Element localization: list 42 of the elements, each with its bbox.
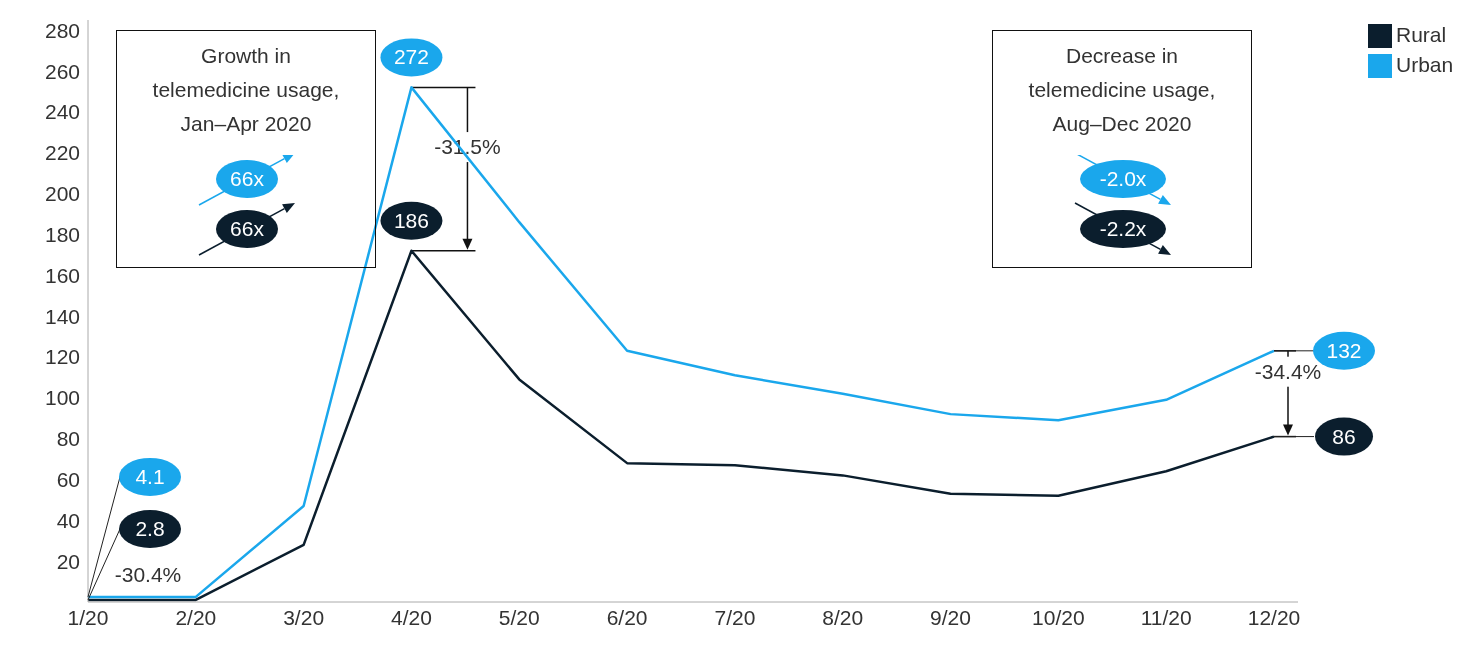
x-tick-label: 9/20: [930, 605, 971, 629]
y-tick-label: 60: [56, 467, 80, 491]
x-tick-label: 3/20: [283, 605, 325, 629]
x-tick-label: 4/20: [391, 605, 432, 629]
y-tick-label: 260: [44, 59, 80, 83]
y-tick-label: 40: [56, 508, 80, 532]
annotation: 66x: [230, 167, 265, 190]
annotation: Growth in telemedicine usage, Jan–Apr 2020: [151, 43, 341, 137]
y-tick-label: 220: [44, 141, 80, 165]
y-tick-label: 140: [44, 304, 80, 328]
annotation: 66x: [230, 217, 265, 240]
x-tick-label: 11/20: [1140, 605, 1192, 629]
x-tick-label: 10/20: [1032, 605, 1085, 629]
legend-label: Urban: [1396, 53, 1454, 76]
y-tick-label: 80: [56, 427, 80, 451]
annotation: -34.4%: [1254, 359, 1322, 383]
x-tick-label: 8/20: [822, 605, 864, 629]
annotation: 186: [393, 208, 429, 232]
y-tick-label: 240: [44, 100, 80, 124]
annotation: -2.2x: [1099, 217, 1147, 240]
y-tick-label: 160: [44, 263, 80, 287]
x-tick-label: 12/20: [1247, 605, 1301, 629]
annotation: 272: [393, 45, 429, 69]
y-tick-label: 280: [44, 18, 80, 42]
annotation: 2.8: [135, 516, 165, 540]
annotation: 4.1: [135, 464, 165, 488]
annotation: -2.0x: [1099, 167, 1147, 190]
legend-label: Rural: [1396, 23, 1447, 46]
y-tick-label: 120: [44, 345, 80, 369]
x-tick-label: 6/20: [606, 605, 648, 629]
annotation: -30.4%: [114, 562, 182, 586]
y-tick-label: 100: [44, 386, 80, 410]
annotation: 132: [1326, 338, 1362, 362]
x-tick-label: 2/20: [175, 605, 217, 629]
annotation: 86: [1332, 424, 1356, 448]
annotation: Decrease in telemedicine usage, Aug–Dec 2020: [1027, 43, 1217, 137]
y-tick-label: 20: [56, 549, 80, 573]
y-tick-label: 200: [44, 182, 80, 206]
x-tick-label: 7/20: [714, 605, 756, 629]
x-tick-label: 1/20: [67, 605, 109, 629]
y-tick-label: 180: [44, 222, 80, 246]
x-tick-label: 5/20: [498, 605, 540, 629]
